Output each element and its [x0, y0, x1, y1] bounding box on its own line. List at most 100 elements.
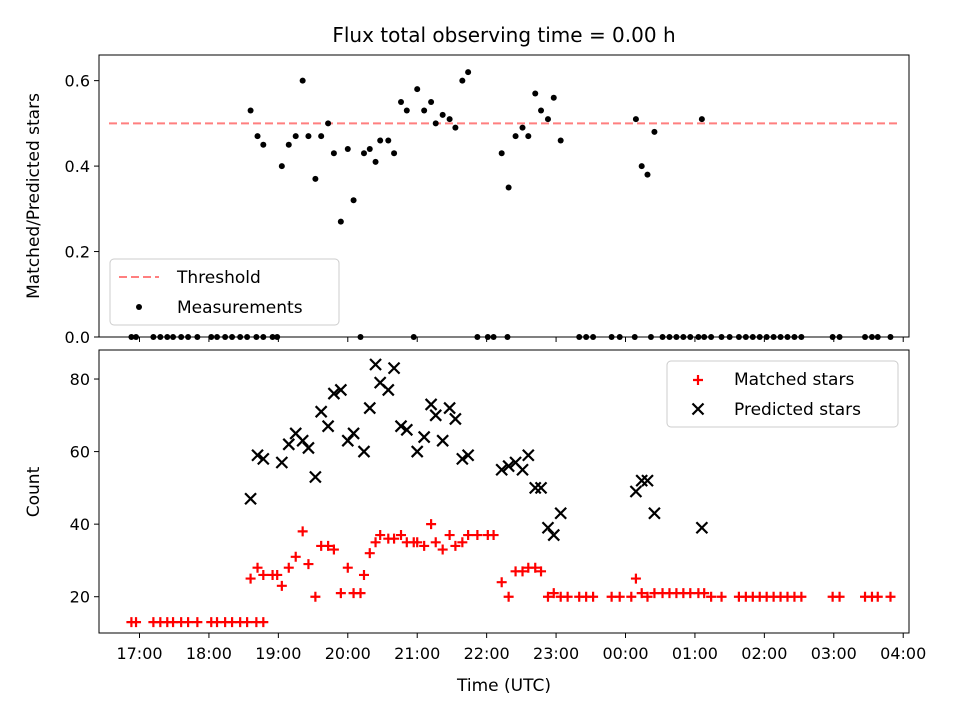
predicted-stars-point	[309, 470, 322, 484]
matched-stars-point	[536, 566, 547, 577]
measurement-point	[647, 334, 654, 340]
measurement-point	[726, 334, 733, 340]
top-y-tick-label: 0.4	[65, 157, 90, 176]
measurement-point	[446, 116, 453, 123]
bottom-x-tick-label: 21:00	[394, 644, 440, 663]
predicted-stars-point	[429, 409, 443, 422]
matched-stars-point	[355, 588, 366, 599]
matched-stars-point	[530, 562, 541, 573]
measurement-point	[550, 94, 557, 101]
legend-matched-swatch	[693, 375, 703, 385]
predicted-stars-point	[387, 361, 401, 375]
measurement-point	[128, 334, 135, 340]
measurement-point	[608, 334, 615, 340]
matched-stars-point	[614, 591, 625, 602]
measurement-point	[269, 334, 276, 340]
matched-stars-point	[642, 591, 653, 602]
matched-stars-point	[242, 617, 253, 628]
measurement-point	[784, 334, 791, 340]
measurement-point	[862, 334, 869, 340]
measurement-point	[428, 99, 435, 105]
measurement-point	[133, 334, 140, 340]
matched-stars-point	[430, 537, 441, 548]
top-y-tick-label: 0.0	[65, 328, 90, 347]
measurement-point	[673, 334, 680, 340]
predicted-stars-point	[275, 456, 289, 469]
matched-stars-point	[258, 569, 269, 580]
matched-stars-point	[283, 562, 294, 573]
measurement-point	[318, 133, 325, 140]
measurement-point	[698, 116, 705, 123]
bottom-x-tick-label: 22:00	[464, 644, 510, 663]
predicted-stars-point	[251, 448, 264, 462]
measurement-point	[432, 120, 439, 127]
predicted-stars-point	[400, 423, 414, 437]
predicted-stars-point	[522, 448, 535, 462]
matched-stars-point	[272, 569, 283, 580]
top-y-tick-label: 0.2	[65, 243, 90, 262]
bottom-y-tick-label: 80	[70, 370, 90, 389]
measurement-point	[244, 334, 251, 340]
bottom-axes-frame	[98, 349, 910, 634]
measurement-point	[229, 334, 236, 340]
measurement-point	[687, 334, 694, 340]
bottom-data-marks	[126, 358, 896, 628]
measurement-point	[337, 218, 344, 225]
matched-stars-point	[496, 577, 507, 588]
measurement-point	[214, 334, 221, 340]
bottom-x-tick-label: 02:00	[741, 644, 787, 663]
measurement-point	[410, 334, 417, 340]
matched-stars-point	[183, 617, 194, 628]
measurement-point	[576, 334, 583, 340]
legend-threshold-label: Threshold	[176, 268, 261, 288]
legend-matched-label: Matched stars	[734, 370, 854, 390]
top-chart-y-axis-label: Matched/Predicted stars	[24, 93, 44, 299]
predicted-stars-point	[327, 387, 341, 400]
top-chart-panel: 0.0 0.2 0.4 0.6 Threshold Measurements	[65, 54, 910, 347]
matched-stars-point	[131, 617, 142, 628]
measurement-point	[157, 334, 164, 340]
measurement-point	[836, 334, 843, 340]
measurement-point	[695, 334, 702, 340]
measurement-point	[777, 334, 784, 340]
predicted-stars-point	[629, 485, 643, 498]
matched-stars-point	[548, 588, 559, 599]
matched-stars-point	[364, 548, 375, 559]
measurement-point	[330, 150, 337, 157]
matched-stars-point	[517, 566, 528, 577]
measurement-point	[659, 334, 666, 340]
matched-stars-point	[630, 573, 641, 584]
matched-stars-point	[310, 591, 321, 602]
measurement-point	[708, 334, 715, 340]
predicted-stars-point	[321, 419, 335, 433]
measurement-point	[403, 107, 410, 114]
measurement-point	[490, 334, 497, 340]
measurement-point	[590, 334, 597, 340]
measurement-point	[391, 150, 398, 157]
matched-stars-point	[375, 530, 386, 541]
measurement-point	[666, 334, 673, 340]
measurement-point	[360, 150, 367, 157]
matched-stars-point	[872, 591, 883, 602]
measurement-point	[254, 133, 261, 140]
predicted-stars-point	[641, 474, 654, 487]
matched-stars-point	[252, 562, 263, 573]
measurement-point	[829, 334, 836, 340]
measurement-point	[504, 334, 511, 340]
predicted-stars-point	[282, 438, 296, 451]
measurement-point	[505, 184, 512, 191]
predicted-stars-point	[502, 459, 515, 473]
matched-stars-point	[303, 559, 314, 570]
matched-stars-point	[192, 617, 203, 628]
measurement-point	[292, 133, 299, 140]
measurement-point	[583, 334, 590, 340]
legend-measurements-label: Measurements	[177, 298, 303, 318]
predicted-stars-point	[516, 463, 529, 477]
matched-stars-point	[245, 573, 256, 584]
predicted-stars-point	[369, 358, 382, 371]
measurement-point	[532, 90, 539, 97]
matched-stars-point	[885, 591, 896, 602]
top-legend-box	[109, 258, 340, 326]
matched-stars-point	[328, 544, 339, 555]
